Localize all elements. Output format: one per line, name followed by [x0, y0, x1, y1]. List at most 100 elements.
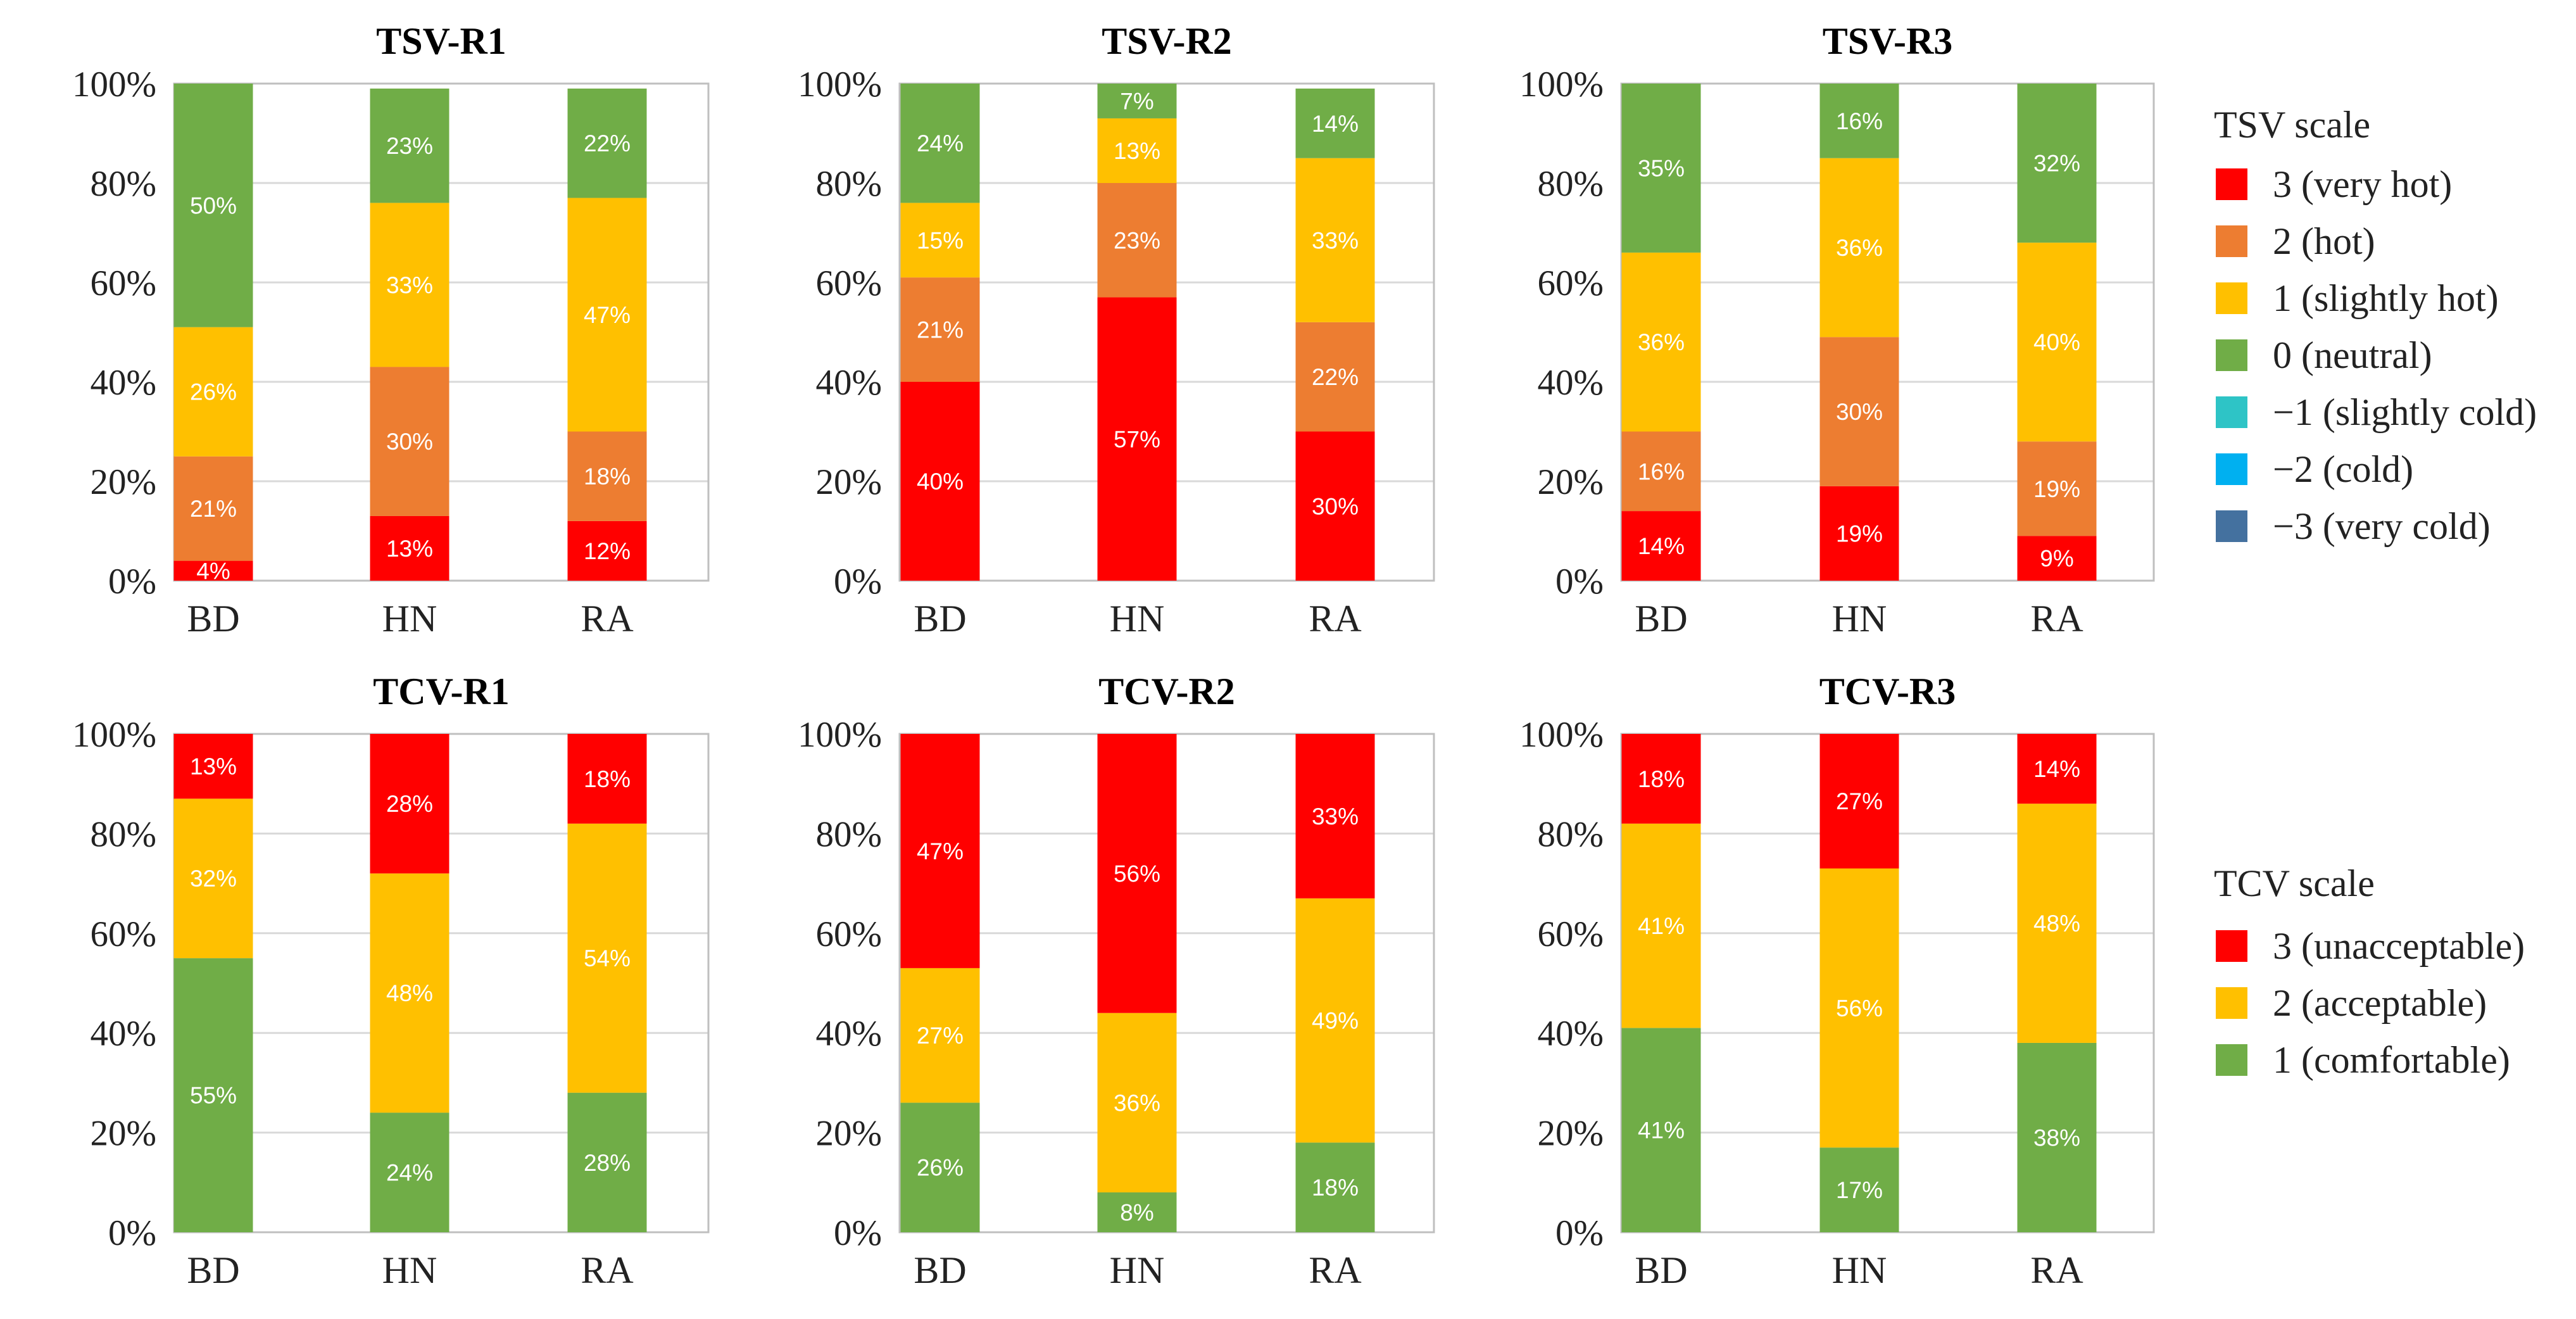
data-label: 13% [1114, 138, 1160, 164]
y-tick-label: 0% [108, 1213, 156, 1253]
y-tick-label: 80% [816, 164, 882, 204]
y-tick-label: 40% [816, 363, 882, 403]
bar-segment-hn-level-0 [1097, 84, 1177, 118]
y-tick-label: 100% [72, 65, 156, 104]
data-label: 49% [1312, 1008, 1359, 1034]
bar-segment-ra-level-2 [1295, 322, 1375, 432]
x-category-label: HN [382, 1249, 437, 1291]
data-label: 32% [190, 866, 237, 892]
data-label: 16% [1638, 458, 1685, 484]
y-tick-label: 20% [816, 462, 882, 502]
panel-tcv-r3: TCV-R3 0% 20% 40% 60% 80% 100% 41% 41% 18% BD 17% 56… [1519, 671, 2155, 1291]
legend-label: 1 (slightly hot) [2273, 277, 2499, 319]
x-category-label: RA [581, 1249, 633, 1291]
data-label: 56% [1836, 995, 1883, 1021]
panel-title: TSV-R1 [376, 20, 506, 62]
bar-segment-bd-level-3 [1621, 511, 1701, 581]
bar-segment-hn-level-1 [1097, 1192, 1177, 1232]
data-label: 30% [1836, 399, 1883, 425]
data-label: 22% [1312, 364, 1359, 390]
bar-segment-hn-level-3 [1097, 297, 1177, 581]
data-label: 28% [584, 1150, 631, 1176]
bar-segment-ra-level-2 [2017, 804, 2097, 1043]
x-category-label: RA [1309, 1249, 1361, 1291]
data-label: 24% [386, 1160, 433, 1186]
legend-swatch [2216, 168, 2247, 200]
data-label: 48% [386, 980, 433, 1006]
bar-segment-hn-level-2 [370, 873, 449, 1113]
data-label: 55% [190, 1083, 237, 1109]
x-category-label: RA [2030, 598, 2083, 640]
bar-segment-bd-level-3 [900, 382, 980, 581]
data-label: 22% [584, 130, 631, 156]
data-label: 47% [584, 302, 631, 328]
bar-segment-ra-level-2 [1295, 898, 1375, 1143]
data-label: 36% [1836, 235, 1883, 261]
bar-segment-hn-level-0 [1819, 84, 1899, 158]
legend-label: 2 (hot) [2273, 220, 2375, 262]
x-category-label: BD [187, 598, 239, 640]
data-label: 18% [1638, 766, 1685, 792]
panel-title: TCV-R1 [373, 671, 510, 712]
bar-segment-hn-level-1 [370, 1113, 449, 1232]
data-label: 7% [1120, 88, 1153, 114]
bar-segment-ra-level-3 [567, 734, 647, 824]
y-tick-label: 40% [91, 1014, 156, 1054]
y-tick-label: 100% [798, 715, 882, 755]
data-label: 16% [1836, 108, 1883, 134]
data-label: 19% [1836, 521, 1883, 546]
legend-swatch [2216, 396, 2247, 428]
bar-segment-hn-level-2 [1819, 337, 1899, 486]
legend-label: −3 (very cold) [2273, 505, 2491, 547]
data-label: 14% [1312, 111, 1359, 137]
x-category-label: BD [914, 1249, 966, 1291]
bar-segment-hn-level-2 [1819, 868, 1899, 1148]
x-category-label: BD [1635, 598, 1687, 640]
data-label: 35% [1638, 155, 1685, 181]
data-label: 14% [1638, 533, 1685, 559]
bar-segment-ra-level-1 [567, 1092, 647, 1232]
y-tick-label: 0% [108, 562, 156, 602]
data-label: 24% [917, 130, 964, 156]
legend-swatch [2216, 1044, 2247, 1076]
y-tick-label: 100% [1519, 715, 1604, 755]
data-label: 18% [584, 766, 631, 792]
legend-title: TSV scale [2214, 104, 2370, 146]
tsv-legend: TSV scale 3 (very hot) 2 (hot) 1 (slightly … [2214, 104, 2537, 547]
x-category-label: HN [1832, 598, 1887, 640]
bar-segment-bd-level-3 [173, 734, 253, 799]
data-label: 18% [1312, 1175, 1359, 1201]
legends: TSV scale 3 (very hot) 2 (hot) 1 (slightly … [2214, 104, 2537, 1081]
bar-segment-ra-level-1 [1295, 1142, 1375, 1232]
legend-label: 3 (unacceptable) [2273, 925, 2525, 967]
legend-swatch [2216, 930, 2247, 962]
x-category-label: BD [187, 1249, 239, 1291]
bar-segment-hn-level-1 [1819, 1147, 1899, 1232]
x-category-label: HN [1110, 1249, 1165, 1291]
y-tick-label: 0% [1555, 562, 1604, 602]
bar-segment-bd-level-1 [173, 958, 253, 1232]
y-tick-label: 40% [816, 1014, 882, 1054]
panel-title: TCV-R2 [1098, 671, 1235, 712]
bar-segment-hn-level-1 [1097, 118, 1177, 183]
bar-segment-hn-level-2 [1097, 1013, 1177, 1193]
x-category-label: RA [581, 598, 633, 640]
bar-segment-bd-level-2 [900, 277, 980, 382]
bar-segment-bd-level-0 [1621, 84, 1701, 253]
bar-segment-ra-level-3 [2017, 536, 2097, 581]
y-tick-label: 80% [91, 814, 156, 854]
bar-segment-hn-level-2 [370, 367, 449, 516]
panel-title: TSV-R3 [1823, 20, 1953, 62]
data-label: 21% [917, 317, 964, 343]
data-label: 47% [917, 838, 964, 864]
legend-swatch [2216, 225, 2247, 257]
bar-segment-ra-level-0 [1295, 88, 1375, 158]
data-label: 23% [386, 133, 433, 159]
data-label: 32% [2033, 151, 2080, 177]
bar-segment-bd-level-2 [173, 798, 253, 959]
data-label: 28% [386, 791, 433, 817]
panel-title: TCV-R3 [1819, 671, 1956, 712]
bar-segment-ra-level-3 [1295, 734, 1375, 899]
bar-segment-ra-level-3 [1295, 431, 1375, 581]
